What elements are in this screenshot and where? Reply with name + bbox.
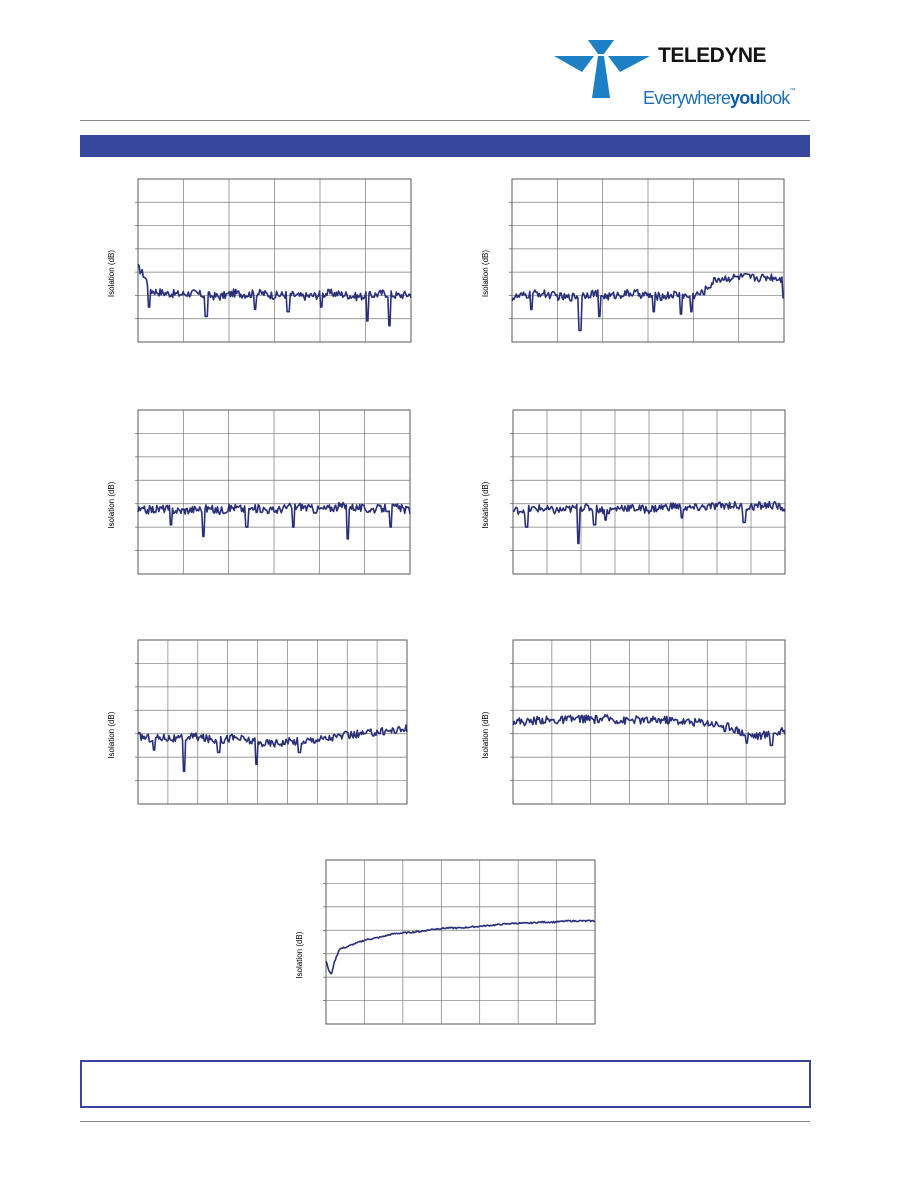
isolation-chart-5: Isolation (dB) <box>107 639 408 805</box>
brand-tagline: Everywhereyoulook™ <box>643 88 796 109</box>
footer-divider <box>80 1121 810 1122</box>
isolation-chart-6: Isolation (dB) <box>481 639 786 805</box>
tagline-part-b: you <box>730 88 760 108</box>
y-axis-label: Isolation (dB) <box>481 250 490 297</box>
header-divider <box>80 120 810 121</box>
brand-name: TELEDYNE <box>658 44 767 67</box>
isolation-series-line <box>137 263 412 327</box>
isolation-series-line <box>512 500 786 545</box>
isolation-chart-7: Isolation (dB) <box>295 859 596 1025</box>
isolation-chart-2: Isolation (dB) <box>481 178 785 343</box>
page-header: TELEDYNE Everywhereyoulook™ <box>0 0 918 160</box>
isolation-chart-3: Isolation (dB) <box>107 409 411 575</box>
isolation-series-line <box>511 272 784 332</box>
tagline-part-c: look <box>759 88 791 108</box>
y-axis-label: Isolation (dB) <box>107 481 116 528</box>
isolation-series-line <box>137 501 411 540</box>
y-axis-label: Isolation (dB) <box>481 711 490 758</box>
plot-frame <box>325 859 596 1025</box>
isolation-series-line <box>325 919 596 975</box>
isolation-series-line <box>137 724 408 773</box>
tagline-part-a: Everywhere <box>643 88 731 108</box>
isolation-chart-1: Isolation (dB) <box>107 178 412 343</box>
y-axis-label: Isolation (dB) <box>107 711 116 758</box>
trademark-symbol: ™ <box>789 88 795 94</box>
isolation-series-line <box>512 713 786 747</box>
section-title-bar <box>80 135 810 157</box>
footer-note-box <box>80 1060 811 1108</box>
isolation-chart-4: Isolation (dB) <box>481 409 786 575</box>
plot-frame <box>137 639 408 805</box>
teledyne-logo-icon <box>554 40 650 98</box>
y-axis-label: Isolation (dB) <box>481 481 490 528</box>
y-axis-label: Isolation (dB) <box>295 931 304 978</box>
y-axis-label: Isolation (dB) <box>107 250 116 297</box>
